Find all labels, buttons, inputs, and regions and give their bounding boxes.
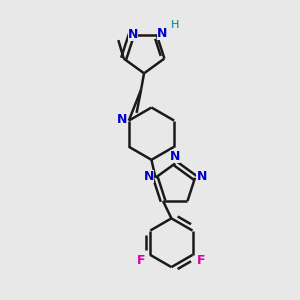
Text: N: N [170,150,181,163]
Text: N: N [128,28,138,41]
Text: F: F [137,254,146,267]
Text: N: N [157,27,167,40]
Text: N: N [117,112,128,126]
Text: N: N [144,170,154,183]
Text: F: F [197,254,206,267]
Text: H: H [171,20,179,30]
Text: N: N [196,170,207,183]
